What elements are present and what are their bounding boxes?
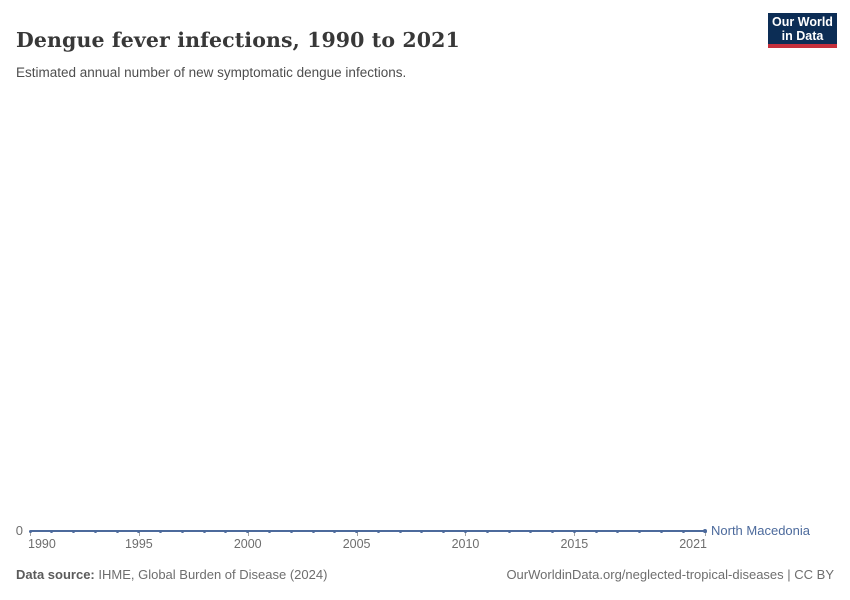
data-point[interactable]	[681, 529, 685, 533]
data-point[interactable]	[507, 529, 511, 533]
x-tick-mark	[247, 532, 249, 536]
y-axis-zero-label: 0	[15, 523, 23, 538]
data-point[interactable]	[180, 529, 184, 533]
x-tick-mark	[574, 532, 576, 536]
data-point[interactable]	[355, 529, 359, 533]
x-tick-label: 2021	[679, 537, 707, 551]
data-point[interactable]	[137, 529, 141, 533]
data-point[interactable]	[224, 529, 228, 533]
series-end-point[interactable]	[702, 528, 708, 534]
data-point[interactable]	[159, 529, 163, 533]
data-point[interactable]	[420, 529, 424, 533]
owid-logo-line1: Our World	[772, 14, 833, 29]
data-point[interactable]	[572, 529, 576, 533]
data-point[interactable]	[289, 529, 293, 533]
data-point[interactable]	[529, 529, 533, 533]
data-point[interactable]	[463, 529, 467, 533]
chart-title: Dengue fever infections, 1990 to 2021	[16, 27, 460, 52]
data-point[interactable]	[398, 529, 402, 533]
owid-logo: Our World in Data	[768, 13, 837, 48]
data-point[interactable]	[616, 529, 620, 533]
data-point[interactable]	[246, 529, 250, 533]
entity-label[interactable]: North Macedonia	[711, 523, 810, 538]
x-tick-label: 2005	[342, 537, 371, 551]
data-point[interactable]	[115, 529, 119, 533]
x-tick-label: 2000	[233, 537, 262, 551]
data-point[interactable]	[311, 529, 315, 533]
chart-footer: Data source: IHME, Global Burden of Dise…	[16, 567, 834, 582]
data-point[interactable]	[93, 529, 97, 533]
data-source-label: Data source:	[16, 567, 95, 582]
data-point[interactable]	[268, 529, 272, 533]
x-tick-mark	[465, 532, 467, 536]
x-tick-label: 1995	[124, 537, 153, 551]
data-point[interactable]	[594, 529, 598, 533]
x-tick-label: 2015	[560, 537, 589, 551]
data-source-note: Data source: IHME, Global Burden of Dise…	[16, 567, 327, 582]
data-point[interactable]	[485, 529, 489, 533]
data-point[interactable]	[333, 529, 337, 533]
chart-subtitle: Estimated annual number of new symptomat…	[16, 64, 407, 80]
license-note: OurWorldinData.org/neglected-tropical-di…	[506, 567, 834, 582]
data-point[interactable]	[659, 529, 663, 533]
series-line[interactable]	[30, 530, 705, 532]
owid-logo-line2: in Data	[781, 28, 824, 43]
data-point[interactable]	[442, 529, 446, 533]
x-tick-mark	[138, 532, 140, 536]
data-point[interactable]	[202, 529, 206, 533]
x-tick-label: 2010	[451, 537, 480, 551]
data-point[interactable]	[551, 529, 555, 533]
data-source-text: IHME, Global Burden of Disease (2024)	[94, 567, 328, 582]
data-point[interactable]	[638, 529, 642, 533]
data-point[interactable]	[376, 529, 380, 533]
data-point[interactable]	[50, 529, 54, 533]
data-point[interactable]	[72, 529, 76, 533]
data-point[interactable]	[28, 529, 32, 533]
x-tick-mark	[705, 532, 706, 536]
x-tick-mark	[356, 532, 358, 536]
x-tick-label: 1990	[28, 537, 56, 551]
x-tick-mark	[30, 532, 31, 536]
